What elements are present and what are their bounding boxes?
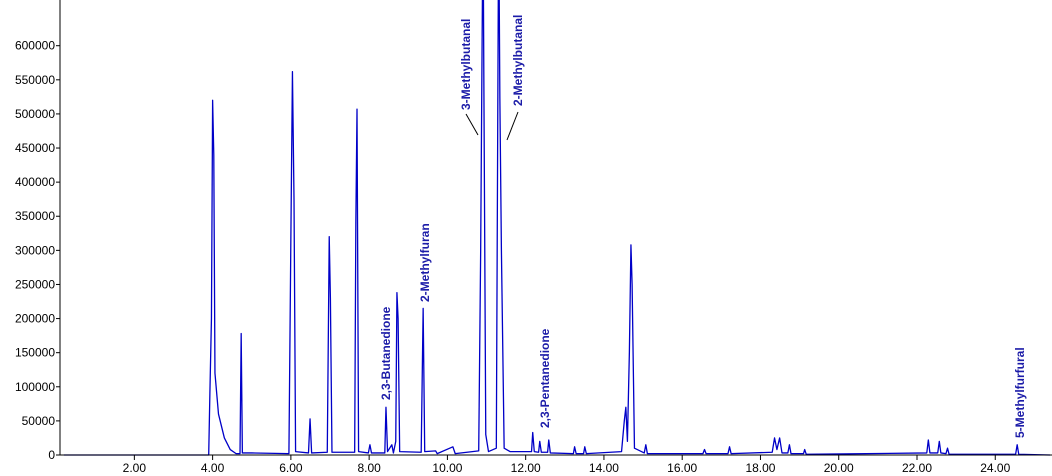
peak-annotation: 2,3-Pentanedione: [538, 328, 552, 428]
x-tick-label: 2.00: [123, 461, 147, 475]
x-tick-label: 14.00: [589, 461, 619, 475]
y-tick-label: 200000: [15, 312, 55, 326]
x-tick-label: 10.00: [432, 461, 462, 475]
x-tick-label: 4.00: [201, 461, 225, 475]
y-tick-label: 0: [48, 448, 55, 462]
x-tick-label: 20.00: [824, 461, 854, 475]
y-tick-label: 550000: [15, 73, 55, 87]
plot-area: [63, 0, 1051, 456]
x-tick-label: 16.00: [667, 461, 697, 475]
y-tick-label: 50000: [22, 414, 56, 428]
chromatogram-trace: [63, 0, 1051, 456]
peak-annotation: 5-Methylfurfural: [1013, 347, 1027, 438]
y-tick-label: 400000: [15, 175, 55, 189]
peak-annotation: 2,3-Butanedione: [379, 306, 393, 400]
x-tick-label: 6.00: [279, 461, 303, 475]
y-tick-label: 250000: [15, 277, 55, 291]
y-tick-label: 500000: [15, 107, 55, 121]
x-tick-label: 24.00: [980, 461, 1010, 475]
y-tick-label: 100000: [15, 380, 55, 394]
y-tick-label: 600000: [15, 39, 55, 53]
y-tick-label: 150000: [15, 346, 55, 360]
leader-line: [506, 111, 519, 141]
x-tick-label: 8.00: [357, 461, 381, 475]
peak-annotation: 2-Methylbutanal: [511, 15, 525, 106]
x-tick-label: 22.00: [902, 461, 932, 475]
x-tick-label: 12.00: [511, 461, 541, 475]
y-tick-label: 300000: [15, 243, 55, 257]
peak-annotation: 3-Methylbutanal: [459, 19, 473, 110]
x-tick-label: 18.00: [745, 461, 775, 475]
y-tick-label: 450000: [15, 141, 55, 155]
leader-line: [465, 113, 479, 136]
y-tick-label: 350000: [15, 209, 55, 223]
peak-annotation: 2-Methylfuran: [418, 223, 432, 302]
